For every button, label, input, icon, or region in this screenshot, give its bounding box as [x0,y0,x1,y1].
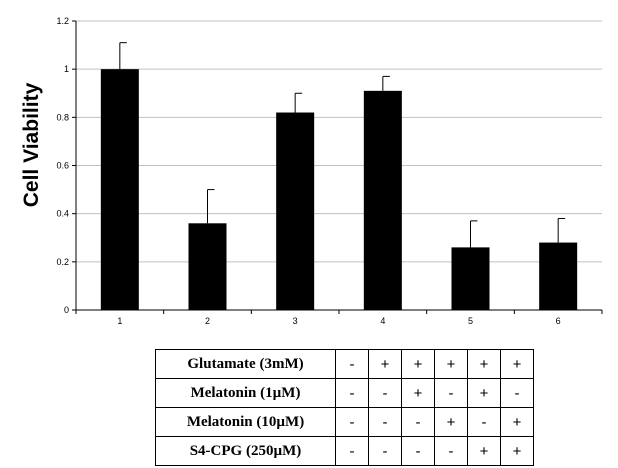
y-axis-label: Cell Viability [20,82,43,207]
bar [276,112,315,311]
bar [451,247,490,310]
condition-present: + [500,349,534,379]
y-tick-label: 0.8 [56,112,69,122]
condition-absent: - [401,436,435,466]
condition-present: + [434,407,468,437]
condition-present: + [401,349,435,379]
y-tick-label: 0.4 [56,209,69,219]
y-tick-label: 1.2 [56,16,69,26]
condition-present: + [434,349,468,379]
y-tick-label: 1 [64,64,69,74]
condition-absent: - [335,407,369,437]
condition-absent: - [335,436,369,466]
conditions-table: Glutamate (3mM) - + + + + + Melatonin (1µM) - - + -… [155,349,534,466]
x-tick-label: 5 [468,316,473,326]
condition-present: + [467,436,501,466]
x-tick-label: 3 [293,316,298,326]
condition-row: S4-CPG (250µM) - - - - + + [155,436,534,466]
y-tick-label: 0 [64,305,69,315]
condition-absent: - [368,407,402,437]
y-axis-ticks: 0 0.2 0.4 0.6 0.8 1 1.2 [56,16,76,315]
bar [100,69,139,311]
condition-absent: - [335,378,369,408]
condition-label: S4-CPG (250µM) [155,436,336,466]
condition-present: + [401,378,435,408]
x-tick-label: 1 [117,316,122,326]
bar [188,223,227,310]
condition-absent: - [467,407,501,437]
condition-absent: - [401,407,435,437]
y-tick-label: 0.6 [56,161,69,171]
condition-present: + [467,349,501,379]
x-tick-label: 2 [205,316,210,326]
condition-label: Melatonin (1µM) [155,378,336,408]
x-tick-label: 4 [380,316,385,326]
x-axis-ticks: 1 2 3 4 5 6 [75,310,603,326]
condition-present: + [500,407,534,437]
x-tick-label: 6 [556,316,561,326]
bars [100,69,578,311]
bar [539,242,578,310]
gridlines [76,20,602,263]
condition-present: + [368,349,402,379]
condition-present: + [467,378,501,408]
condition-label: Melatonin (10µM) [155,407,336,437]
bar [363,90,402,310]
condition-absent: - [500,378,534,408]
condition-absent: - [434,436,468,466]
y-tick-label: 0.2 [56,257,69,267]
condition-label: Glutamate (3mM) [155,349,336,379]
condition-absent: - [368,378,402,408]
condition-absent: - [335,349,369,379]
condition-row: Glutamate (3mM) - + + + + + [155,349,534,379]
condition-present: + [500,436,534,466]
condition-absent: - [368,436,402,466]
condition-row: Melatonin (10µM) - - - + - + [155,407,534,437]
condition-absent: - [434,378,468,408]
bar-chart: 0 0.2 0.4 0.6 0.8 1 1.2 1 2 3 4 5 6 Cell Viability [20,16,603,326]
condition-row: Melatonin (1µM) - - + - + - [155,378,534,408]
error-bars [119,42,566,248]
